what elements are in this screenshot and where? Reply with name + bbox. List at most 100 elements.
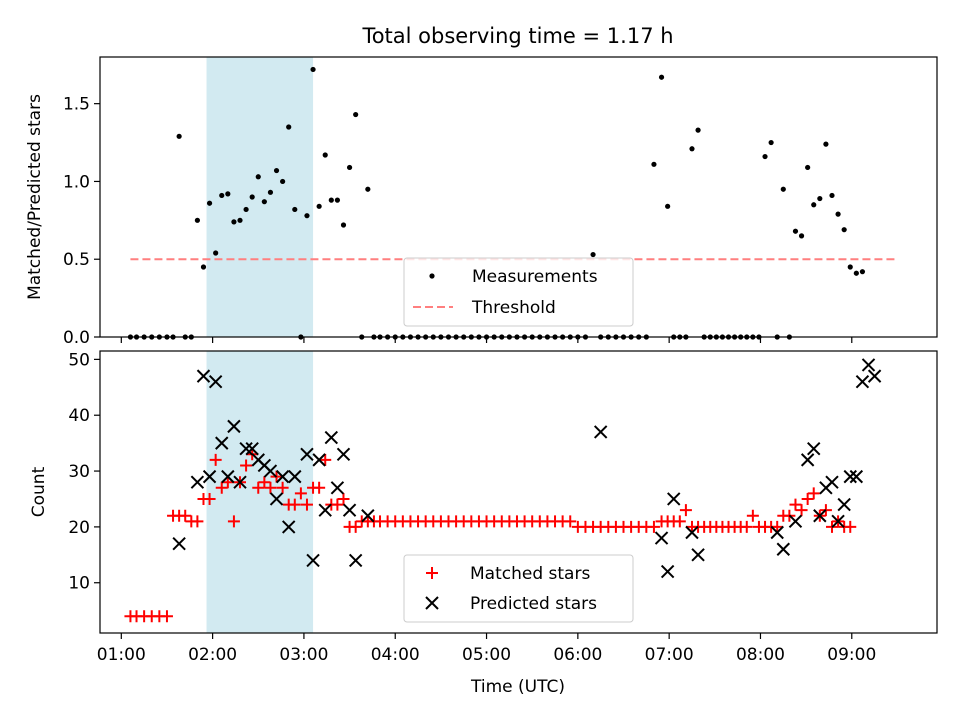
- bottom-panel: 01:00 02:00 03:00 04:00 05:00 06:00 07:00 08:00…: [29, 350, 938, 697]
- top-y-tick-label: 0.0: [63, 328, 90, 348]
- predicted-star-point: [867, 369, 882, 383]
- predicted-star-point: [837, 497, 851, 512]
- measurement-point: [231, 219, 237, 225]
- measurement-point: [835, 211, 841, 217]
- top-y-tick-label: 1.0: [63, 172, 90, 192]
- matched-star-point: [679, 504, 692, 517]
- measurement-point: [261, 199, 267, 205]
- predicted-star-point: [245, 442, 259, 456]
- predicted-star-point: [269, 492, 284, 506]
- matched-star-point: [746, 509, 759, 522]
- x-tick-label: 04:00: [371, 645, 420, 665]
- matched-star-point: [288, 498, 301, 511]
- measurement-point: [292, 206, 298, 213]
- predicted-star-point: [288, 469, 302, 484]
- measurement-point: [206, 200, 213, 206]
- x-tick-label: 06:00: [553, 645, 602, 665]
- measurement-point: [310, 66, 316, 73]
- bottom-legend: Matched stars Predicted stars: [403, 554, 634, 623]
- legend-predicted-marker: [425, 596, 439, 610]
- bottom-y-axis-label: Count: [29, 466, 49, 517]
- measurement-point: [365, 186, 371, 192]
- predicted-star-point: [691, 548, 705, 562]
- predicted-star-point: [348, 553, 363, 568]
- measurement-point: [805, 164, 811, 171]
- measurement-point: [280, 178, 286, 185]
- legend-threshold-label: Threshold: [471, 298, 556, 318]
- matched-star-point: [673, 515, 686, 528]
- top-y-axis-label: Matched/Predicted stars: [25, 94, 45, 300]
- predicted-star-point: [227, 419, 241, 434]
- x-tick-label: 03:00: [279, 645, 328, 665]
- matched-star-point: [300, 498, 313, 511]
- measurement-point: [243, 206, 249, 213]
- x-tick-label: 05:00: [462, 645, 511, 665]
- measurement-point: [213, 250, 219, 256]
- predicted-star-point: [593, 425, 608, 439]
- measurement-point: [817, 195, 823, 202]
- measurement-point: [316, 203, 322, 209]
- predicted-star-point: [190, 475, 205, 489]
- predicted-star-point: [221, 469, 235, 484]
- predicted-star-point: [807, 442, 821, 456]
- measurement-point: [286, 124, 292, 130]
- measurement-point: [847, 264, 853, 270]
- matched-star-point: [647, 520, 660, 533]
- measurement-point: [658, 74, 665, 80]
- predicted-star-point: [813, 509, 827, 523]
- bottom-y-tick-label: 10: [68, 574, 90, 594]
- top-shaded-span: [206, 57, 314, 337]
- matched-star-point: [740, 520, 753, 533]
- bottom-y-tick-label: 40: [68, 406, 90, 426]
- matched-star-point: [801, 492, 814, 505]
- measurement-point: [249, 194, 255, 200]
- measurement-point: [665, 203, 671, 209]
- top-axes-frame: [99, 56, 938, 338]
- measurement-point: [353, 111, 359, 118]
- matched-star-point: [789, 498, 802, 511]
- predicted-star-point: [342, 503, 357, 517]
- matched-star-point: [349, 520, 362, 533]
- top-y-tick-label: 0.5: [63, 250, 90, 270]
- bottom-y-tick-label: 30: [68, 462, 90, 482]
- predicted-star-points: [172, 358, 882, 579]
- predicted-star-point: [667, 492, 681, 506]
- measurement-point: [590, 251, 596, 258]
- predicted-star-point: [300, 447, 314, 462]
- measurement-point: [176, 133, 182, 139]
- x-tick-label: 01:00: [97, 645, 146, 665]
- measurement-point: [328, 197, 334, 203]
- top-panel: 0.0 0.5 1.0 1.5 Matched/Predicted stars Mea…: [25, 56, 938, 348]
- measurement-point: [273, 167, 280, 174]
- matched-star-point: [564, 515, 577, 528]
- predicted-star-point: [336, 447, 351, 462]
- measurement-point: [689, 146, 695, 152]
- matched-star-point: [771, 520, 784, 533]
- predicted-star-point: [770, 525, 784, 540]
- matched-star-point: [215, 481, 228, 494]
- bottom-axes-frame: [99, 350, 938, 634]
- top-legend: Measurements Threshold: [403, 257, 634, 327]
- x-tick-label: 02:00: [188, 645, 237, 665]
- matched-star-point: [294, 487, 307, 500]
- matched-star-point: [221, 476, 234, 489]
- predicted-star-point: [660, 564, 675, 579]
- matched-star-point: [209, 453, 222, 466]
- measurement-point: [841, 227, 847, 233]
- legend-measurements-label: Measurements: [472, 267, 598, 287]
- bottom-y-tick-label: 50: [68, 350, 90, 370]
- measurement-point: [853, 270, 859, 276]
- top-axis-ticks: 0.0 0.5 1.0 1.5: [63, 95, 853, 348]
- matched-star-point: [203, 492, 216, 505]
- measurement-point: [651, 161, 657, 167]
- predicted-star-point: [281, 520, 296, 534]
- x-axis-label: Time (UTC): [470, 677, 565, 697]
- measurement-point: [200, 264, 207, 270]
- measurement-point: [255, 174, 261, 180]
- matched-star-point: [240, 459, 253, 472]
- predicted-star-point: [776, 542, 791, 556]
- predicted-star-point: [685, 525, 699, 540]
- measurement-point: [695, 127, 701, 133]
- measurement-point: [340, 222, 347, 228]
- x-tick-label: 07:00: [645, 645, 694, 665]
